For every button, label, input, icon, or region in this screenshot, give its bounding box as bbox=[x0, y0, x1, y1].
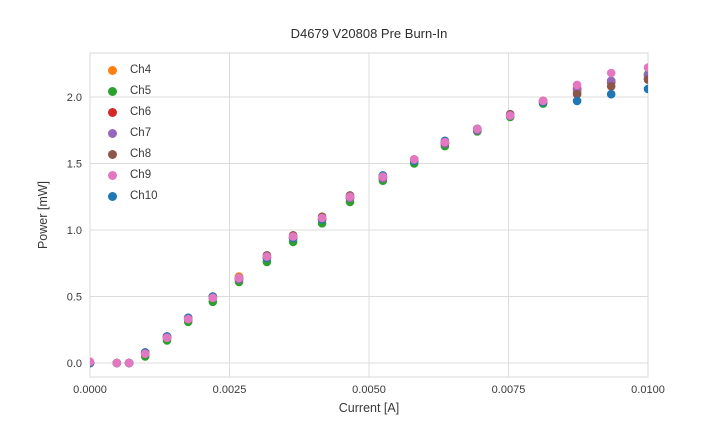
plot-border bbox=[89, 52, 649, 378]
legend-item-ch6: Ch6 bbox=[104, 102, 158, 123]
tick-labels: 0.0000 0.0025 0.0050 0.0075 0.0100 0.0 0.5 1.0 1… bbox=[67, 92, 665, 396]
data-point-Ch9 bbox=[262, 252, 272, 261]
x-tick-label: 0.0075 bbox=[492, 384, 526, 396]
data-point-Ch9 bbox=[473, 124, 482, 134]
legend-item-ch4: Ch4 bbox=[104, 60, 158, 81]
gridlines bbox=[89, 53, 649, 377]
data-point-Ch8 bbox=[572, 89, 582, 99]
data-point-Ch10 bbox=[606, 89, 616, 99]
y-tick-label: 1.0 bbox=[67, 225, 82, 237]
x-tick-label: 0.0025 bbox=[213, 384, 247, 396]
data-point-Ch9 bbox=[538, 96, 548, 106]
legend-label-ch4: Ch4 bbox=[130, 64, 152, 76]
data-point-Ch9 bbox=[440, 137, 450, 147]
legend-item-ch5: Ch5 bbox=[104, 81, 158, 102]
legend-marker-ch9 bbox=[108, 171, 117, 180]
legend-label-ch9: Ch9 bbox=[130, 169, 152, 181]
legend-item-ch8: Ch8 bbox=[104, 144, 158, 165]
data-point-Ch9 bbox=[572, 80, 582, 90]
x-tick-label: 0.0000 bbox=[73, 384, 107, 396]
data-point-Ch9 bbox=[606, 68, 616, 78]
legend-label-ch5: Ch5 bbox=[130, 85, 152, 97]
data-point-Ch9 bbox=[234, 273, 244, 283]
data-point-Ch10 bbox=[643, 84, 648, 94]
data-point-Ch9 bbox=[90, 357, 95, 366]
y-tick-label: 0.0 bbox=[67, 358, 82, 370]
data-point-Ch9 bbox=[505, 111, 515, 120]
legend-item-ch7: Ch7 bbox=[104, 123, 158, 144]
legend-marker-ch10 bbox=[108, 192, 117, 201]
data-point-Ch8 bbox=[643, 75, 648, 84]
data-point-Ch9 bbox=[140, 349, 150, 359]
chart-title: D4679 V20808 Pre Burn-In bbox=[291, 26, 448, 41]
data-point-Ch9 bbox=[208, 293, 218, 303]
legend-marker-ch8 bbox=[108, 150, 117, 159]
data-point-Ch9 bbox=[409, 155, 419, 164]
legend: Ch4 Ch5 Ch6 Ch7 Ch8 Ch9 Ch10 bbox=[104, 60, 158, 207]
legend-label-ch8: Ch8 bbox=[130, 148, 152, 160]
data-point-Ch8 bbox=[606, 82, 616, 91]
data-point-Ch9 bbox=[124, 358, 134, 368]
data-point-Ch9 bbox=[345, 192, 355, 201]
legend-label-ch7: Ch7 bbox=[130, 127, 152, 139]
x-tick-label: 0.0050 bbox=[352, 384, 386, 396]
series-Ch9-points bbox=[90, 63, 648, 368]
y-tick-label: 1.5 bbox=[67, 158, 82, 170]
scatter-points bbox=[90, 63, 648, 368]
legend-marker-ch6 bbox=[108, 108, 117, 117]
y-tick-label: 2.0 bbox=[67, 92, 82, 104]
legend-marker-ch5 bbox=[108, 87, 117, 96]
data-point-Ch9 bbox=[643, 63, 648, 72]
x-tick-label: 0.0100 bbox=[631, 384, 665, 396]
legend-label-ch10: Ch10 bbox=[130, 190, 158, 202]
data-point-Ch10 bbox=[572, 96, 582, 106]
y-axis-label: Power [mW] bbox=[36, 181, 50, 249]
data-point-Ch9 bbox=[378, 172, 388, 181]
y-tick-label: 0.5 bbox=[67, 291, 82, 303]
data-point-Ch9 bbox=[317, 213, 327, 223]
data-point-Ch9 bbox=[288, 232, 298, 241]
data-point-Ch9 bbox=[112, 358, 122, 368]
data-point-Ch9 bbox=[162, 333, 172, 343]
legend-item-ch10: Ch10 bbox=[104, 186, 158, 207]
x-axis-label: Current [A] bbox=[339, 401, 399, 415]
legend-marker-ch4 bbox=[108, 66, 117, 75]
legend-label-ch6: Ch6 bbox=[130, 106, 152, 118]
data-point-Ch9 bbox=[183, 314, 193, 324]
legend-item-ch9: Ch9 bbox=[104, 165, 158, 186]
legend-marker-ch7 bbox=[108, 129, 117, 138]
